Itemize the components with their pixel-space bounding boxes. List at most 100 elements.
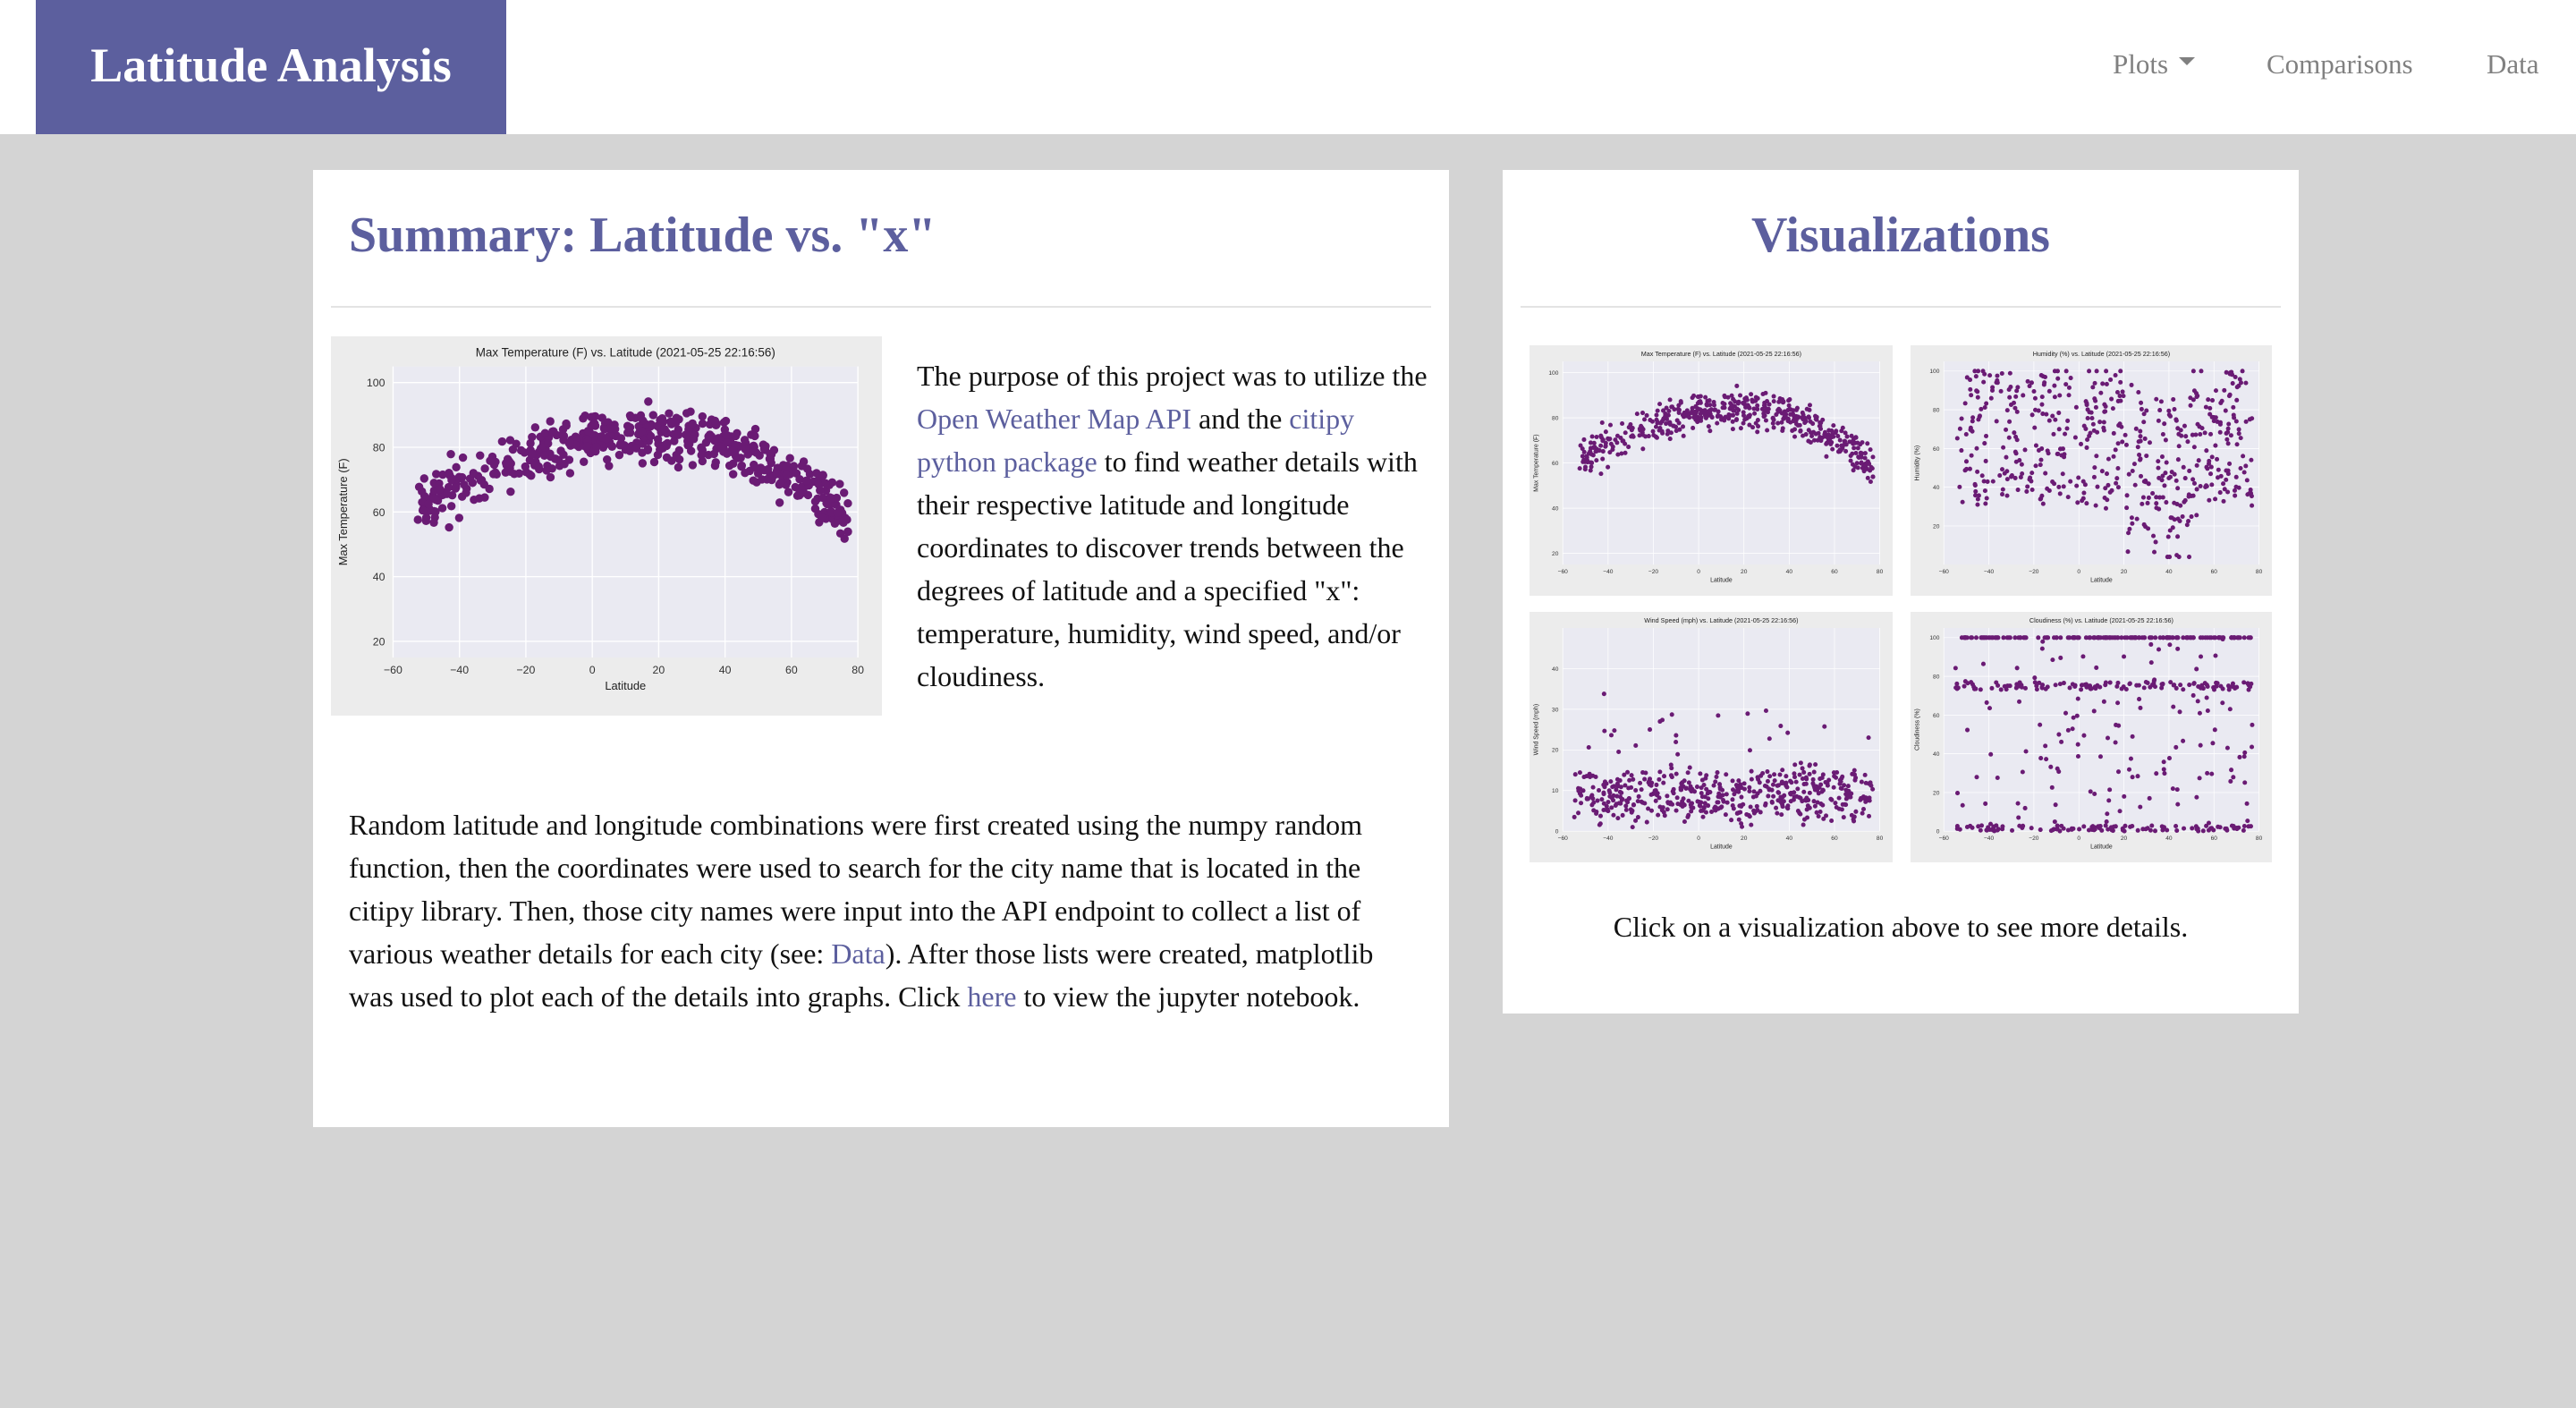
data-point — [1987, 373, 1993, 378]
notebook-here-link[interactable]: here — [967, 980, 1017, 1013]
data-point — [1585, 796, 1590, 802]
data-point — [2100, 381, 2106, 386]
x-axis-label: Latitude — [2090, 577, 2113, 583]
cloudiness-thumbnail[interactable]: −60 −40 −20 0 20 40 60 80 0 20 40 60 80 100 Cloudiness… — [1911, 612, 2272, 862]
data-point — [2209, 771, 2215, 776]
data-point — [1853, 450, 1859, 456]
data-point — [1815, 437, 1820, 443]
data-link[interactable]: Data — [831, 937, 886, 970]
data-point — [1760, 392, 1766, 397]
data-point — [2138, 705, 2143, 710]
data-point — [2020, 769, 2025, 775]
data-point — [2159, 454, 2165, 460]
data-point — [2205, 684, 2210, 690]
data-point — [1593, 774, 1598, 780]
data-point — [1866, 735, 1871, 741]
data-point — [1730, 427, 1735, 432]
data-point — [1594, 810, 1599, 816]
citipy-package-link[interactable]: citipy python package — [917, 403, 1355, 478]
data-point — [2067, 685, 2072, 691]
data-point — [784, 488, 793, 496]
data-point — [2154, 771, 2159, 776]
data-point — [1779, 411, 1784, 416]
data-point — [826, 494, 836, 504]
nav-data[interactable]: Data — [2487, 48, 2539, 80]
data-point — [1794, 793, 1800, 799]
data-point — [1962, 683, 1967, 689]
y-tick-label: 0 — [1555, 829, 1559, 835]
data-point — [1771, 399, 1776, 404]
data-point — [2022, 805, 2028, 810]
temperature-thumbnail[interactable]: −60 −40 −20 0 20 40 60 80 20 40 60 80 100 Max Tempera… — [1530, 345, 1893, 596]
data-point — [2169, 470, 2174, 475]
data-point — [1860, 461, 1865, 466]
data-point — [2140, 495, 2146, 500]
data-point — [2191, 388, 2197, 394]
data-point — [1602, 728, 1607, 734]
data-point — [1724, 772, 1729, 777]
y-tick-label: 40 — [1552, 505, 1559, 512]
data-point — [2051, 635, 2057, 640]
data-point — [2105, 497, 2110, 503]
data-point — [1589, 434, 1595, 439]
data-point — [2052, 394, 2057, 400]
data-point — [1640, 446, 1646, 452]
data-point — [1648, 808, 1655, 813]
data-point — [2097, 824, 2103, 829]
nav-comparisons[interactable]: Comparisons — [2267, 48, 2413, 80]
data-point — [2099, 827, 2105, 833]
data-point — [2241, 827, 2246, 833]
data-point — [2134, 516, 2140, 522]
data-point — [1792, 775, 1798, 780]
humidity-thumbnail[interactable]: −60 −40 −20 0 20 40 60 80 20 40 60 80 100 Humidity (%… — [1911, 345, 2272, 596]
data-point — [1589, 793, 1595, 798]
data-point — [1974, 775, 1979, 780]
data-point — [1646, 806, 1651, 811]
data-point — [1588, 468, 1593, 473]
data-point — [2171, 396, 2176, 402]
openweather-api-link[interactable]: Open Weather Map API — [917, 403, 1191, 435]
data-point — [1976, 824, 1981, 829]
data-point — [2012, 449, 2018, 454]
data-point — [835, 479, 844, 488]
y-tick-label: 40 — [1933, 751, 1940, 758]
data-point — [1784, 780, 1789, 785]
data-point — [2171, 683, 2176, 688]
data-point — [2011, 400, 2017, 405]
data-point — [682, 409, 691, 418]
data-point — [2175, 534, 2181, 539]
brand-link[interactable]: Latitude Analysis — [36, 0, 506, 134]
data-point — [2017, 458, 2022, 463]
x-tick-label: 20 — [1741, 569, 1748, 575]
data-point — [767, 458, 775, 468]
data-point — [2178, 683, 2183, 688]
data-point — [2039, 402, 2045, 407]
data-point — [2046, 635, 2051, 640]
data-point — [1693, 403, 1699, 409]
data-point — [2064, 426, 2070, 431]
data-point — [653, 421, 662, 431]
data-point — [2200, 686, 2206, 691]
data-point — [1579, 801, 1584, 806]
x-tick-label: −60 — [1558, 569, 1569, 575]
data-point — [1606, 800, 1611, 805]
data-point — [1868, 780, 1873, 785]
data-point — [1597, 448, 1602, 454]
data-point — [2084, 401, 2089, 406]
data-point — [1626, 445, 1631, 450]
data-point — [2079, 687, 2084, 692]
data-point — [1607, 790, 1613, 795]
data-point — [1729, 393, 1734, 398]
data-point — [1578, 791, 1583, 796]
data-point — [1619, 790, 1624, 795]
wind-speed-thumbnail[interactable]: −60 −40 −20 0 20 40 60 80 0 10 20 30 40 Wind Speed (m… — [1530, 612, 1893, 862]
data-point — [2140, 635, 2145, 640]
data-point — [2104, 369, 2109, 374]
data-point — [2007, 370, 2012, 376]
data-point — [2157, 495, 2163, 500]
data-point — [617, 439, 626, 449]
data-point — [2222, 387, 2227, 393]
nav-plots-dropdown[interactable]: Plots — [2113, 47, 2196, 82]
data-point — [2062, 454, 2067, 460]
data-point — [558, 430, 567, 439]
